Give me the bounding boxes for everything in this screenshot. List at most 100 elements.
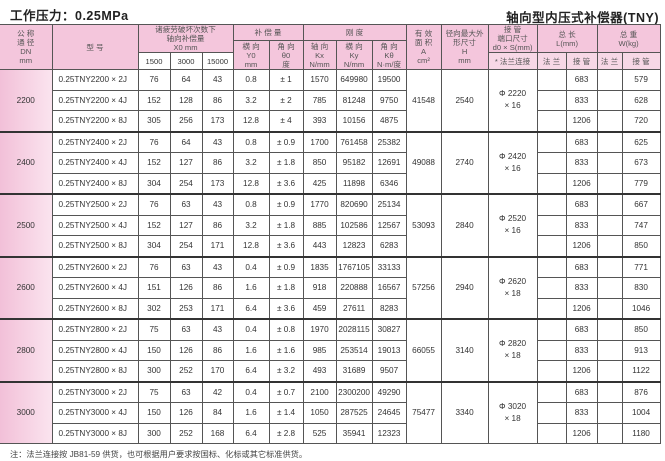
- header-angular: 角 向 θ0 度: [268, 40, 304, 70]
- header-fatigue-line: X0 mm: [173, 43, 198, 52]
- length-flange-cell: [536, 172, 567, 195]
- stiffness-ky-cell: 2300200: [335, 380, 373, 403]
- model-cell: 0.25TNY2400 × 2J: [51, 130, 139, 153]
- lateral-y0-cell: 12.8: [232, 172, 270, 195]
- weight-flange-cell: [596, 339, 623, 361]
- table-row: 0.25TNY2200 × 8J 305 256 173 12.8 ± 4 393 10156…: [0, 110, 661, 132]
- angular-theta-cell: ± 4: [268, 110, 304, 132]
- length-flange-cell: [536, 380, 567, 403]
- length-flange-cell: [536, 235, 567, 257]
- header-kx: 轴 向 Kx N/mm: [302, 40, 337, 70]
- header-lateral-line: 横 向: [242, 41, 260, 51]
- x0-1500-cell: 304: [137, 172, 171, 195]
- area-cell: 66055: [405, 318, 442, 382]
- weight-flange-cell: [596, 172, 623, 195]
- x0-1500-cell: 75: [137, 318, 171, 341]
- table-row: 2500 0.25TNY2500 × 2J 76 63 43 0.8 ± 0.9 1770 82…: [0, 193, 661, 257]
- angular-theta-cell: ± 2: [268, 89, 304, 111]
- x0-1500-cell: 300: [137, 360, 171, 382]
- stiffness-ktheta-cell: 6346: [371, 172, 407, 195]
- header-weight-line: W(kg): [618, 38, 639, 48]
- weight-flange-cell: [596, 255, 623, 278]
- header-dn-line: mm: [19, 56, 33, 65]
- length-pipe-cell: 833: [565, 214, 598, 236]
- weight-flange-cell: [596, 380, 623, 403]
- table-row: 0.25TNY2500 × 8J 304 254 171 12.8 ± 3.6 443 128…: [0, 235, 661, 257]
- stiffness-ktheta-cell: 9750: [371, 89, 407, 111]
- length-pipe-cell: 683: [565, 380, 598, 403]
- header-pipe-end-line: 接 管: [503, 25, 522, 35]
- stiffness-ktheta-cell: 12567: [371, 214, 407, 236]
- table-row: 2800 0.25TNY2800 × 2J 75 63 43 0.4 ± 0.8 1970 20…: [0, 318, 661, 382]
- header-lateral: 横 向 Y0 mm: [232, 40, 270, 70]
- header-model: 型 号: [51, 24, 139, 70]
- angular-theta-cell: ± 1: [268, 69, 304, 91]
- length-pipe-cell: 833: [565, 339, 598, 361]
- lateral-y0-cell: 6.4: [232, 360, 270, 382]
- weight-pipe-cell: 779: [621, 172, 661, 195]
- area-cell: 49088: [405, 130, 442, 195]
- length-pipe-cell: 683: [565, 193, 598, 216]
- header-area-line: 面 积: [414, 38, 433, 47]
- header-ky-line: N/mm: [343, 59, 365, 69]
- x0-15000-cell: 43: [201, 318, 234, 341]
- spec-table-body: 2200 0.25TNY2200 × 2J 76 64 43 0.8 ± 1 1570 6499…: [0, 69, 661, 444]
- header-length-line: L(mm): [556, 38, 579, 48]
- stiffness-kx-cell: 1700: [302, 130, 337, 153]
- area-cell: 57256: [405, 255, 442, 320]
- lateral-y0-cell: 1.6: [232, 339, 270, 361]
- angular-theta-cell: ± 0.7: [268, 380, 304, 403]
- lateral-y0-cell: 0.4: [232, 255, 270, 278]
- header-length-flange: 法 兰: [536, 52, 567, 70]
- stiffness-ky-cell: 10156: [335, 110, 373, 132]
- x0-1500-cell: 302: [137, 297, 171, 320]
- x0-3000-cell: 254: [169, 172, 203, 195]
- stiffness-kx-cell: 785: [302, 89, 337, 111]
- table-row: 2200 0.25TNY2200 × 2J 76 64 43 0.8 ± 1 1570 6499…: [0, 69, 661, 132]
- stiffness-kx-cell: 493: [302, 360, 337, 382]
- stiffness-ky-cell: 1767105: [335, 255, 373, 278]
- header-angular-line: 角 向: [277, 41, 295, 51]
- lateral-y0-cell: 0.8: [232, 193, 270, 216]
- header-flange-connection: * 法兰连接: [487, 52, 538, 70]
- length-pipe-cell: 1206: [565, 172, 598, 195]
- x0-1500-cell: 152: [137, 89, 171, 111]
- stiffness-ky-cell: 35941: [335, 422, 373, 444]
- stiffness-ktheta-cell: 8283: [371, 297, 407, 320]
- length-pipe-cell: 1206: [565, 422, 598, 444]
- header-weight-pipe: 接 管: [621, 52, 661, 70]
- stiffness-kx-cell: 1050: [302, 402, 337, 424]
- pipe-end-size-cell: Φ 2520 × 16: [487, 193, 538, 257]
- x0-3000-cell: 126: [169, 277, 203, 299]
- model-cell: 0.25TNY2800 × 8J: [51, 360, 139, 382]
- weight-flange-cell: [596, 235, 623, 257]
- model-cell: 0.25TNY2500 × 2J: [51, 193, 139, 216]
- header-cycles-1500: 1500: [137, 52, 171, 70]
- angular-theta-cell: ± 1.8: [268, 152, 304, 174]
- height-cell: 3140: [440, 318, 489, 382]
- table-row: 0.25TNY3000 × 4J 150 126 84 1.6 ± 1.4 1050 2875…: [0, 402, 661, 424]
- stiffness-ky-cell: 27611: [335, 297, 373, 320]
- stiffness-ktheta-cell: 24645: [371, 402, 407, 424]
- weight-flange-cell: [596, 69, 623, 91]
- x0-3000-cell: 252: [169, 360, 203, 382]
- x0-3000-cell: 253: [169, 297, 203, 320]
- stiffness-kx-cell: 1770: [302, 193, 337, 216]
- x0-3000-cell: 256: [169, 110, 203, 132]
- stiffness-ktheta-cell: 12323: [371, 422, 407, 444]
- pipe-end-size-cell: Φ 2420 × 16: [487, 130, 538, 195]
- x0-3000-cell: 63: [169, 318, 203, 341]
- header-compensation: 补 偿 量: [232, 24, 304, 41]
- header-length-line: 总 长: [558, 29, 576, 39]
- header-dn-line: DN: [20, 47, 32, 56]
- model-cell: 0.25TNY3000 × 8J: [51, 422, 139, 444]
- weight-flange-cell: [596, 422, 623, 444]
- x0-15000-cell: 173: [201, 172, 234, 195]
- stiffness-kx-cell: 918: [302, 277, 337, 299]
- x0-1500-cell: 151: [137, 277, 171, 299]
- stiffness-ktheta-cell: 9507: [371, 360, 407, 382]
- header-ky-line: Ky: [349, 50, 359, 60]
- header-dn: 公 称 通 径 DN mm: [0, 24, 53, 70]
- length-flange-cell: [536, 339, 567, 361]
- weight-pipe-cell: 1004: [621, 402, 661, 424]
